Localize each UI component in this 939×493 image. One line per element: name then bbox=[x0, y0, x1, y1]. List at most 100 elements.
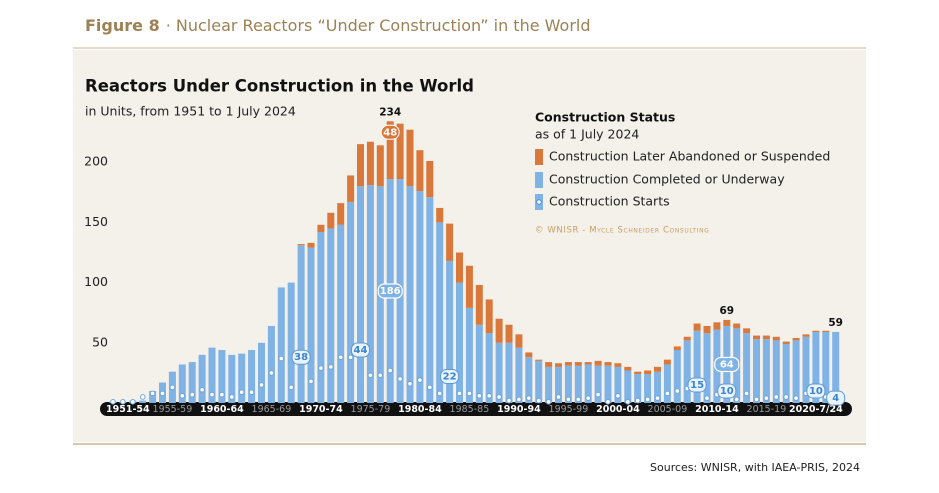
start-dot bbox=[704, 395, 710, 401]
start-label-box bbox=[291, 349, 311, 365]
start-dot bbox=[743, 390, 750, 397]
start-dot bbox=[278, 355, 285, 362]
bar-completed bbox=[327, 228, 335, 403]
bar-abandoned bbox=[703, 325, 711, 334]
bar-abandoned bbox=[663, 359, 671, 365]
bar-abandoned bbox=[545, 362, 553, 367]
bar-completed bbox=[446, 260, 454, 403]
start-dot bbox=[110, 398, 116, 405]
bar-completed bbox=[208, 347, 216, 403]
bar-completed bbox=[366, 185, 374, 403]
bar-completed bbox=[139, 400, 147, 403]
x-group-label: 1980-84 bbox=[398, 404, 442, 415]
start-dot bbox=[545, 398, 552, 405]
start-dot bbox=[328, 364, 334, 370]
x-group-label: 2005-09 bbox=[648, 404, 688, 415]
y-tick-label: 150 bbox=[84, 214, 108, 229]
bar-completed bbox=[485, 333, 493, 403]
x-group-label: 2020-7/24 bbox=[789, 404, 843, 415]
start-dot bbox=[595, 391, 601, 398]
bar-abandoned bbox=[584, 362, 592, 365]
start-dot bbox=[427, 384, 433, 391]
x-group-label: 1995-99 bbox=[549, 404, 589, 415]
bar-completed bbox=[287, 282, 295, 403]
bar-abandoned bbox=[376, 145, 384, 187]
bar-completed bbox=[673, 350, 681, 403]
completed-label: 64 bbox=[720, 359, 734, 370]
start-dot bbox=[179, 392, 186, 399]
x-group-label: 2015-19 bbox=[747, 404, 787, 415]
bar-completed bbox=[277, 287, 285, 403]
start-dot bbox=[288, 384, 295, 391]
start-dot bbox=[605, 398, 611, 405]
start-label: 22 bbox=[443, 372, 457, 383]
x-group-label: 1965-69 bbox=[252, 404, 292, 415]
bar-abandoned bbox=[416, 150, 424, 192]
bar-abandoned bbox=[436, 207, 444, 223]
figure-label: Figure 8 bbox=[85, 16, 160, 35]
start-dot bbox=[397, 376, 403, 382]
start-label-box bbox=[806, 383, 826, 399]
bar-abandoned bbox=[525, 352, 533, 358]
bar-completed bbox=[604, 365, 612, 403]
y-tick-label: 50 bbox=[92, 334, 108, 349]
bar-completed bbox=[178, 364, 186, 403]
start-dot bbox=[585, 395, 592, 401]
total-label: 69 bbox=[719, 305, 734, 317]
start-dot bbox=[130, 398, 136, 405]
y-tick-label: 100 bbox=[84, 274, 108, 289]
bar-abandoned bbox=[564, 362, 572, 366]
bar-abandoned bbox=[426, 160, 434, 198]
bar-abandoned bbox=[644, 370, 652, 375]
start-dot bbox=[337, 354, 344, 361]
start-dot bbox=[169, 384, 176, 391]
start-dot bbox=[199, 386, 205, 393]
start-dot bbox=[526, 395, 532, 401]
bar-abandoned bbox=[386, 121, 394, 180]
start-dot bbox=[615, 392, 621, 399]
bar-completed bbox=[564, 365, 572, 403]
figure-title: · Nuclear Reactors “Under Construction” … bbox=[166, 16, 591, 35]
bar-completed bbox=[357, 186, 364, 403]
bar-abandoned bbox=[693, 323, 701, 331]
legend-label: Construction Completed or Underway bbox=[549, 172, 785, 187]
start-dot bbox=[209, 391, 215, 398]
bar-abandoned bbox=[812, 330, 820, 332]
bar-completed bbox=[772, 340, 780, 403]
start-dot bbox=[506, 397, 512, 404]
bar-completed bbox=[248, 350, 256, 403]
bar-completed bbox=[505, 342, 513, 403]
bar-completed bbox=[475, 324, 483, 403]
bar-completed bbox=[683, 340, 691, 403]
legend-swatch bbox=[535, 149, 543, 165]
start-dot bbox=[139, 394, 146, 400]
start-dot bbox=[387, 367, 394, 374]
start-dot bbox=[367, 372, 374, 379]
bar-completed bbox=[436, 222, 444, 403]
start-dot bbox=[496, 394, 502, 400]
bar-completed bbox=[802, 336, 810, 403]
start-dot bbox=[377, 372, 384, 379]
bar-completed bbox=[584, 364, 592, 403]
chart-subtitle: in Units, from 1951 to 1 July 2024 bbox=[85, 104, 296, 119]
start-label-box bbox=[826, 390, 846, 406]
start-dot bbox=[149, 390, 156, 397]
start-dot bbox=[436, 390, 443, 397]
start-dot bbox=[318, 365, 324, 371]
credit: © WNISR - Mycle Schneider Consulting bbox=[535, 226, 709, 236]
x-group-label: 2000-04 bbox=[596, 404, 640, 415]
start-dot bbox=[783, 394, 790, 400]
bar-completed bbox=[822, 331, 830, 403]
source: Sources: WNISR, with IAEA-PRIS, 2024 bbox=[650, 461, 860, 474]
x-group-label: 1990-94 bbox=[497, 404, 541, 415]
bar-completed bbox=[762, 339, 770, 403]
start-dot bbox=[753, 396, 760, 403]
start-dot bbox=[268, 370, 275, 376]
bar-abandoned bbox=[792, 337, 800, 341]
figure-header: Figure 8 · Nuclear Reactors “Under Constr… bbox=[85, 16, 591, 35]
bar-completed bbox=[663, 364, 671, 403]
start-dot bbox=[219, 391, 225, 398]
start-dot bbox=[793, 395, 799, 401]
bar-abandoned bbox=[485, 299, 493, 334]
